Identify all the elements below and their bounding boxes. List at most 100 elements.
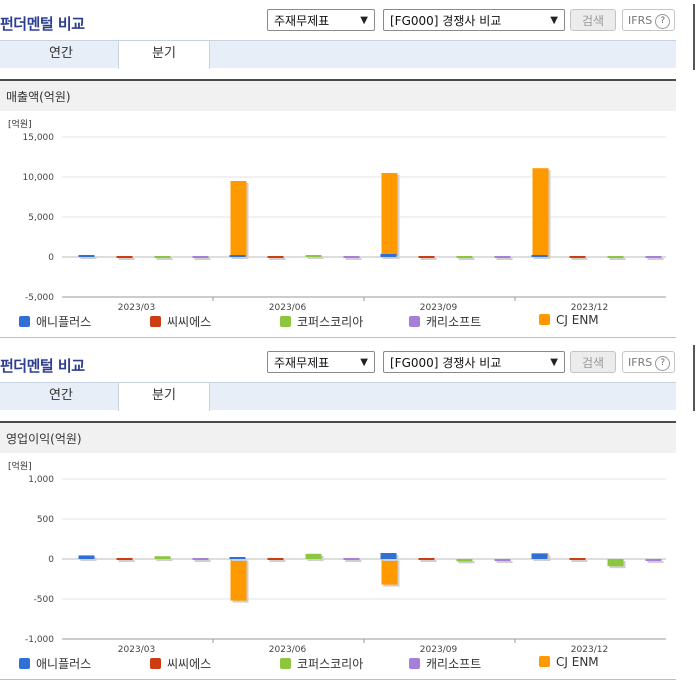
bar-shadow — [345, 258, 362, 260]
bar — [607, 256, 624, 258]
bar-shadow — [647, 561, 664, 563]
bar — [456, 559, 473, 562]
bar — [343, 256, 360, 258]
bar — [380, 253, 397, 257]
x-tick-label: 2023/12 — [571, 645, 608, 653]
bar-shadow — [571, 258, 588, 260]
section-header: 매출액(억원) — [0, 79, 676, 111]
legend-item[interactable]: 코퍼스코리아 — [280, 655, 363, 672]
bar-shadow — [80, 257, 97, 259]
ifrs-help-button[interactable]: IFRS? — [622, 9, 675, 31]
legend-swatch — [539, 656, 550, 667]
bar-shadow — [420, 560, 437, 562]
bar-shadow — [458, 561, 475, 564]
search-button[interactable]: 검색 — [570, 9, 616, 31]
theme-select-value: 주재무제표 — [274, 356, 330, 370]
legend-swatch — [19, 316, 30, 327]
chart-legend: 애니플러스 씨씨에스 코퍼스코리아 캐리소프트 CJ ENM — [0, 655, 676, 673]
bar-shadow — [345, 560, 362, 562]
legend-label: 애니플러스 — [36, 657, 92, 671]
peer-select[interactable]: [FG000] 경쟁사 비교 ▼ — [383, 9, 565, 31]
bar — [532, 168, 549, 257]
bar-shadow — [269, 560, 286, 562]
panel-divider — [0, 337, 676, 338]
legend-item[interactable]: 코퍼스코리아 — [280, 313, 363, 330]
bar — [569, 256, 586, 258]
legend-item[interactable]: 캐리소프트 — [409, 313, 481, 330]
legend-item[interactable]: 애니플러스 — [19, 313, 91, 330]
legend-item[interactable]: 씨씨에스 — [150, 655, 211, 672]
bar-shadow — [307, 257, 324, 259]
bar-shadow — [194, 258, 211, 260]
panel-title: 펀더멘털 비교 — [0, 15, 85, 33]
tab-quarterly[interactable]: 분기 — [118, 40, 210, 69]
bar — [267, 558, 284, 560]
bar — [645, 256, 662, 258]
bar — [229, 557, 246, 559]
legend-label: 애니플러스 — [36, 315, 92, 329]
bar-shadow — [194, 560, 211, 562]
tab-quarterly[interactable]: 분기 — [118, 382, 210, 411]
period-tabs: 연간 분기 — [0, 382, 676, 411]
bar-shadow — [420, 258, 437, 260]
bar-shadow — [496, 258, 513, 260]
bar-shadow — [533, 257, 550, 259]
y-tick-label: 0 — [48, 555, 54, 565]
bar — [418, 256, 435, 258]
bar — [116, 558, 133, 560]
bar-shadow — [496, 561, 513, 563]
peer-select-value: [FG000] 경쟁사 비교 — [390, 356, 502, 370]
bar — [154, 256, 171, 258]
bar — [494, 256, 511, 258]
y-tick-label: 0 — [48, 253, 54, 263]
peer-select[interactable]: [FG000] 경쟁사 비교 ▼ — [383, 351, 565, 373]
section-title: 매출액(억원) — [6, 90, 71, 104]
y-tick-label: 15,000 — [23, 133, 55, 143]
chevron-down-icon: ▼ — [360, 15, 368, 26]
tab-annual[interactable]: 연간 — [49, 46, 73, 61]
legend-swatch — [280, 658, 291, 669]
legend-swatch — [409, 316, 420, 327]
legend-label: 씨씨에스 — [167, 657, 212, 671]
bar-shadow — [458, 258, 475, 260]
ifrs-help-button[interactable]: IFRS? — [622, 351, 675, 373]
ifrs-label: IFRS — [628, 14, 653, 27]
legend-swatch — [19, 658, 30, 669]
bar — [305, 255, 322, 257]
right-edge-bar — [693, 4, 695, 70]
bar-shadow — [647, 258, 664, 260]
bar — [78, 555, 95, 559]
legend-label: 캐리소프트 — [426, 315, 482, 329]
legend-item[interactable]: 애니플러스 — [19, 655, 91, 672]
legend-item[interactable]: CJ ENM — [539, 655, 599, 669]
bar — [381, 173, 398, 257]
bar — [154, 556, 171, 559]
y-tick-label: -500 — [34, 595, 55, 605]
search-button[interactable]: 검색 — [570, 351, 616, 373]
operating-profit-bar-chart: [억원] 1,000 500 0 -500 -1,000 2023/03 2023/06 202… — [8, 460, 666, 653]
tab-annual[interactable]: 연간 — [49, 388, 73, 403]
theme-select-value: 주재무제표 — [274, 14, 330, 28]
legend-item[interactable]: CJ ENM — [539, 313, 599, 327]
legend-item[interactable]: 캐리소프트 — [409, 655, 481, 672]
legend-swatch — [409, 658, 420, 669]
bar-shadow — [269, 258, 286, 260]
right-edge-bar — [693, 345, 695, 411]
legend-item[interactable]: 씨씨에스 — [150, 313, 211, 330]
theme-select[interactable]: 주재무제표 ▼ — [267, 351, 375, 373]
y-tick-label: 10,000 — [23, 173, 55, 183]
legend-swatch — [280, 316, 291, 327]
y-tick-label: 1,000 — [28, 475, 54, 485]
bar-shadow — [609, 258, 626, 260]
bar-shadow — [118, 258, 135, 260]
fundamental-panel-operating-profit: 펀더멘털 비교 주재무제표 ▼ [FG000] 경쟁사 비교 ▼ 검색 IFRS… — [0, 342, 676, 684]
bar-shadow — [156, 558, 173, 561]
bar — [531, 553, 548, 559]
chevron-down-icon: ▼ — [550, 15, 558, 26]
unit-label: [억원] — [8, 118, 32, 130]
help-icon: ? — [655, 356, 671, 371]
fundamental-panel-revenue: 펀더멘털 비교 주재무제표 ▼ [FG000] 경쟁사 비교 ▼ 검색 IFRS… — [0, 0, 676, 342]
theme-select[interactable]: 주재무제표 ▼ — [267, 9, 375, 31]
x-tick-label: 2023/03 — [118, 645, 155, 653]
peer-select-value: [FG000] 경쟁사 비교 — [390, 14, 502, 28]
